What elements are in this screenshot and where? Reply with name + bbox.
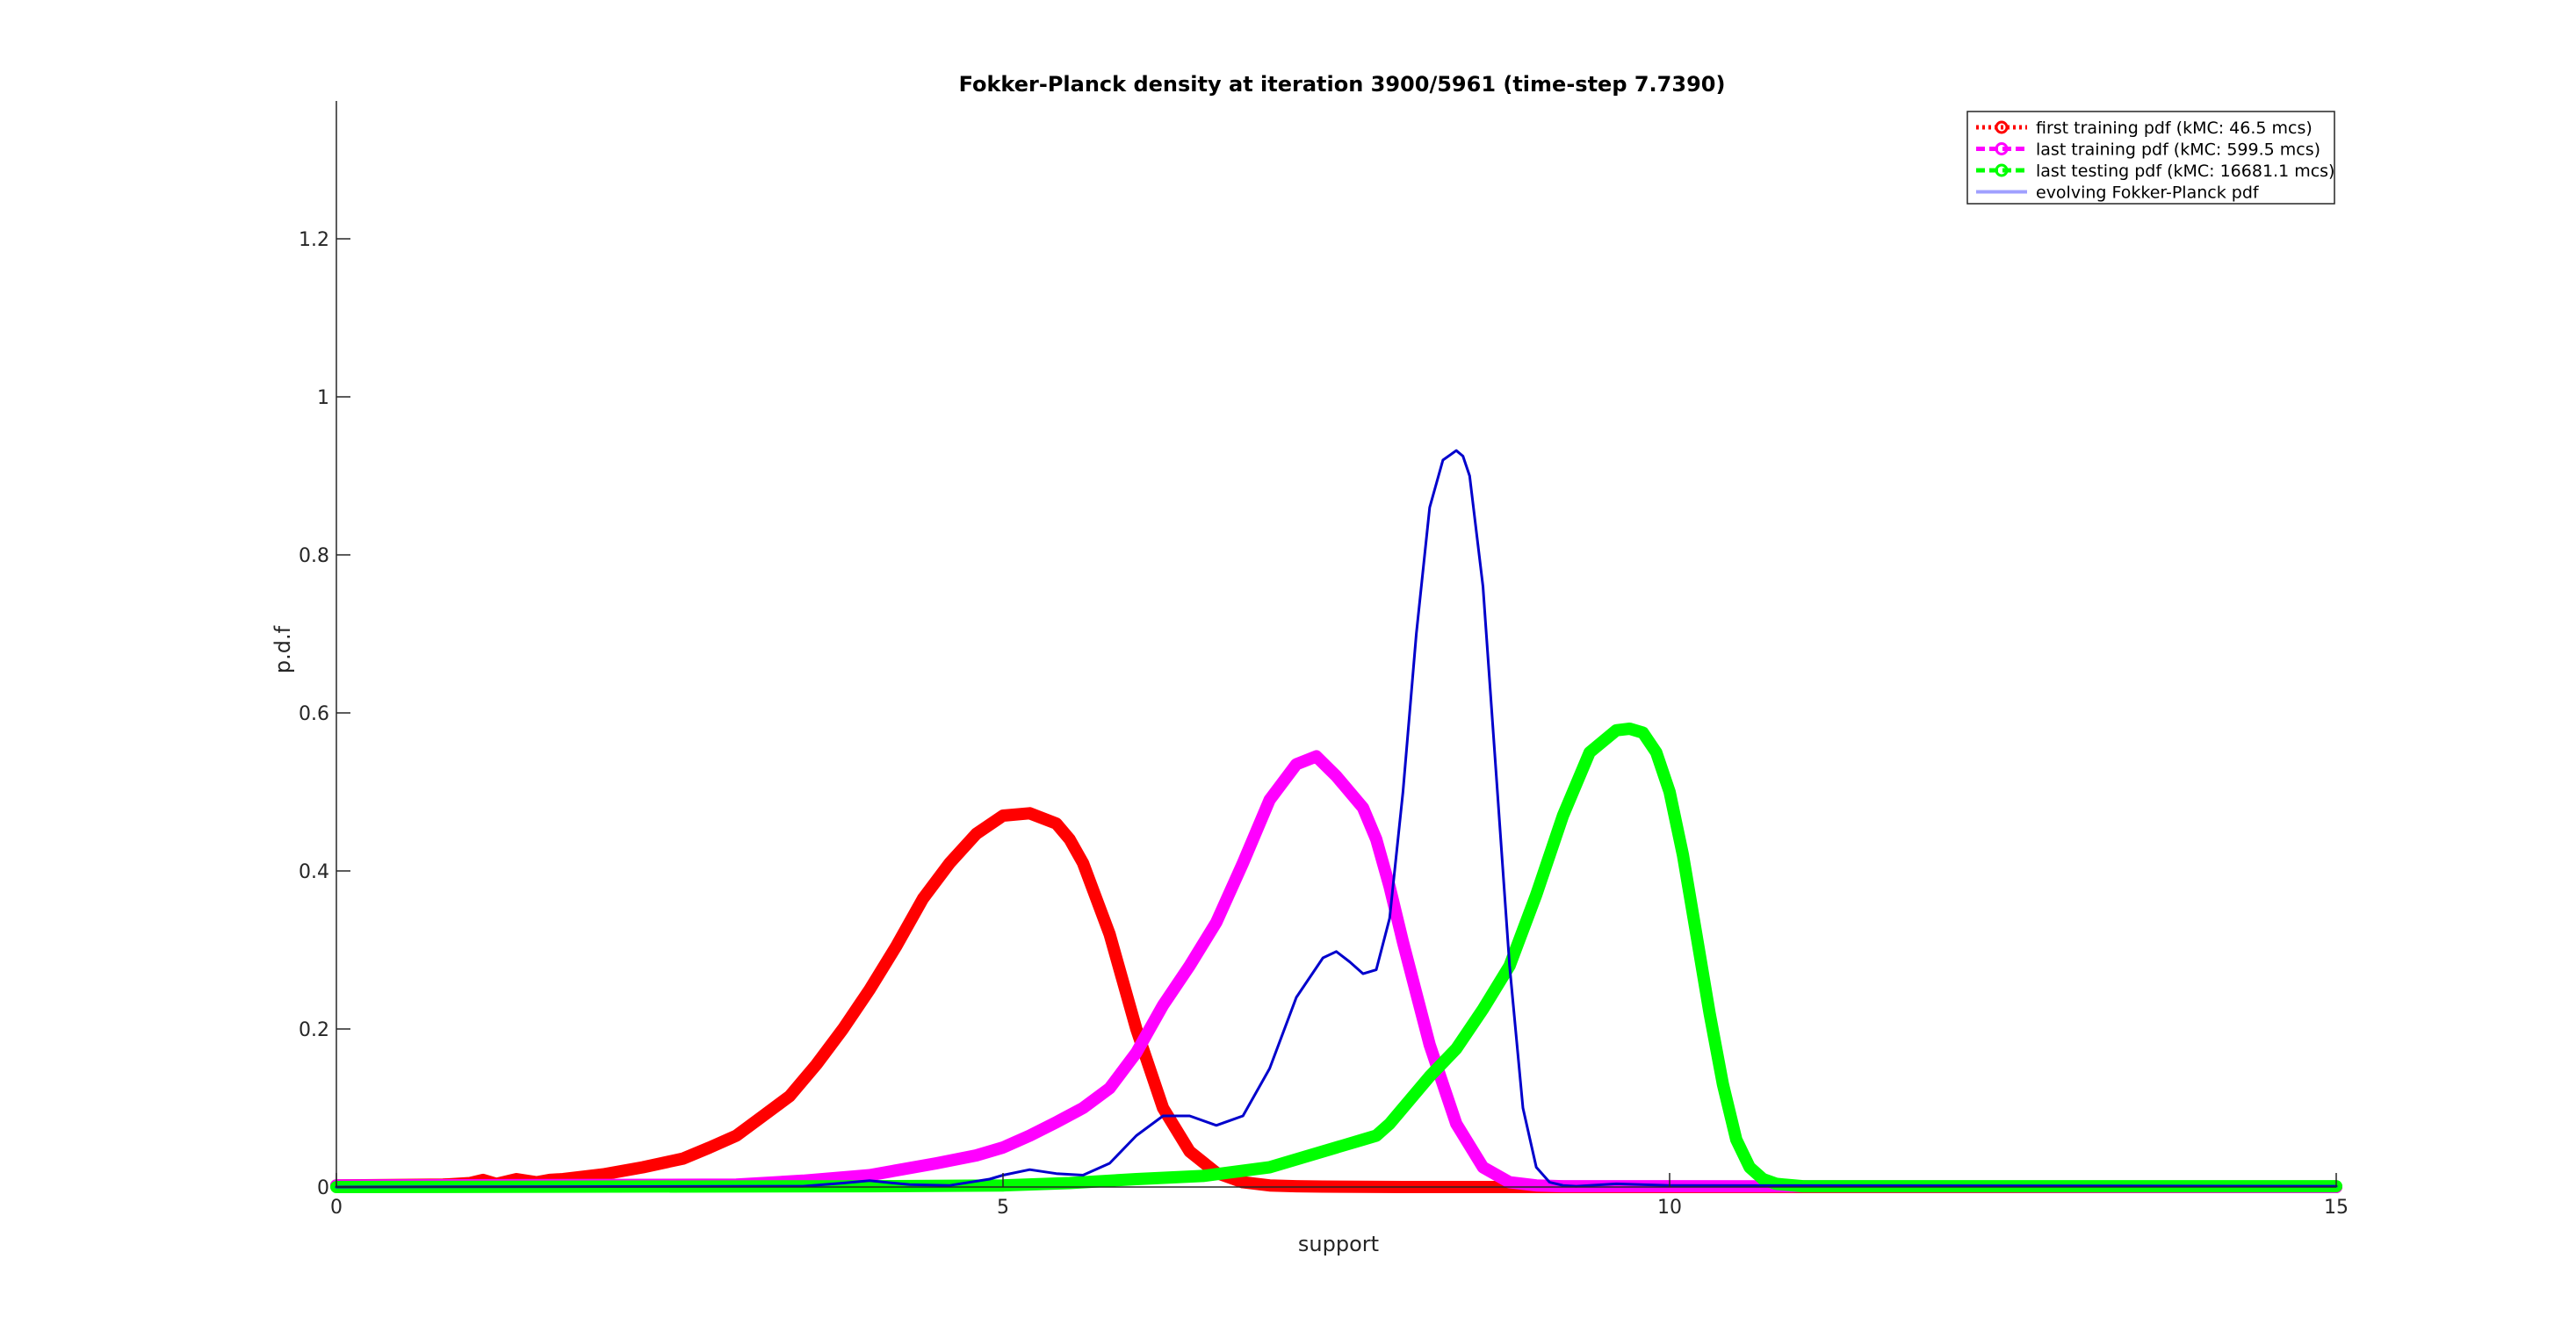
legend-entry-label: first training pdf (kMC: 46.5 mcs): [2036, 119, 2313, 138]
x-tick-label: 5: [997, 1197, 1009, 1219]
y-tick-label: 0.2: [299, 1019, 329, 1041]
legend-marker: [1995, 163, 2009, 177]
series-layer: [330, 449, 2342, 1193]
axes: 0 5 10 15 0 0.2 0.4 0.6 0.8 1 1.2: [299, 101, 2349, 1219]
evolving-fokker-planck-pdf-line: [335, 449, 2338, 1189]
last-testing-pdf-line: [330, 723, 2342, 1193]
y-axis-label: p.d.f: [271, 625, 295, 673]
x-tick-label: 15: [2324, 1197, 2349, 1219]
y-tick-label: 0.6: [299, 703, 329, 725]
y-tick-label: 0: [317, 1177, 329, 1199]
y-tick-label: 1: [317, 387, 329, 409]
first-training-pdf-line: [330, 807, 2342, 1193]
last-training-pdf-line: [330, 750, 2342, 1193]
x-tick-label: 0: [330, 1197, 343, 1219]
legend-box: [1966, 111, 2335, 205]
legend: first training pdf (kMC: 46.5 mcs) last t…: [1966, 111, 2335, 205]
legend-marker: [1995, 142, 2009, 155]
x-axis-label: support: [1298, 1232, 1379, 1256]
legend-entry-label: evolving Fokker-Planck pdf: [2036, 183, 2260, 203]
legend-marker: [1995, 120, 2009, 134]
x-tick-label: 10: [1657, 1197, 1682, 1219]
legend-entry-label: last testing pdf (kMC: 16681.1 mcs): [2036, 162, 2334, 181]
y-tick-label: 1.2: [299, 229, 329, 251]
legend-entries: first training pdf (kMC: 46.5 mcs) last t…: [1976, 119, 2334, 203]
y-tick-label: 0.4: [299, 861, 329, 883]
y-tick-label: 0.8: [299, 545, 329, 567]
legend-entry-label: last training pdf (kMC: 599.5 mcs): [2036, 140, 2320, 160]
chart-title: Fokker-Planck density at iteration 3900/…: [959, 72, 1726, 97]
